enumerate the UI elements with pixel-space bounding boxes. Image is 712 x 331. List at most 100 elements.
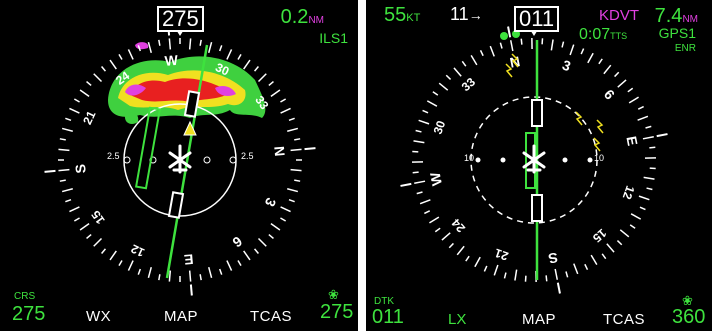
dtk-label: DTK <box>374 296 394 307</box>
compass-tick <box>483 265 488 272</box>
compass-tick <box>65 198 72 203</box>
compass-tick <box>453 67 462 77</box>
aircraft-symbol <box>168 144 192 174</box>
compass-tick <box>424 210 431 215</box>
compass-tick <box>550 39 554 51</box>
waypoint-id: KDVT <box>599 7 640 24</box>
compass-tick <box>218 268 223 275</box>
range-ring-label: 10 <box>464 153 475 163</box>
compass-tick <box>503 272 507 279</box>
compass-tick <box>288 198 295 203</box>
right-hsi-panel: N 3 6 E 12 15 S 21 24 W 30 33 <box>366 0 712 331</box>
cardinal-tick <box>556 282 561 294</box>
compass-tick <box>619 229 630 238</box>
compass-tick <box>580 48 585 55</box>
compass-tick <box>109 59 117 70</box>
softkey-lx[interactable]: LX <box>448 311 467 328</box>
cardinal-tick <box>304 147 316 151</box>
compass-tick <box>188 38 192 50</box>
compass-tick <box>637 115 649 121</box>
compass-tick <box>499 42 503 49</box>
nav-source-label: ILS1 <box>319 30 348 46</box>
weather-radar-returns <box>108 42 266 124</box>
symbol-icon: ❀ <box>328 287 339 302</box>
compass-tick <box>514 269 518 281</box>
softkey-tcas[interactable]: TCAS <box>603 311 646 328</box>
compass-tick <box>118 260 123 267</box>
compass-tick <box>109 250 117 261</box>
compass-tick <box>520 38 523 45</box>
compass-tick <box>208 41 213 53</box>
compass-tick <box>280 217 287 222</box>
compass-tick <box>461 60 467 67</box>
compass-tick <box>137 268 142 275</box>
compass-tick <box>168 270 172 282</box>
crs-label: CRS <box>14 291 36 302</box>
compass-tick <box>59 179 66 182</box>
compass-label: S <box>547 249 559 266</box>
compass-tick <box>253 248 259 254</box>
compass-tick <box>649 146 656 149</box>
compass-label: S <box>72 163 89 174</box>
aircraft-symbol <box>522 144 546 174</box>
softkey-map[interactable]: MAP <box>164 308 199 325</box>
compass-label: 21 <box>80 108 98 126</box>
compass-tick <box>637 105 644 110</box>
compass-tick <box>415 129 422 133</box>
compass-tick <box>448 242 454 249</box>
compass-tick <box>73 217 80 222</box>
compass-tick <box>646 187 653 191</box>
compass-tick <box>429 216 440 224</box>
compass-tick <box>101 248 107 254</box>
compass-tick <box>270 89 281 97</box>
compass-tick <box>419 199 431 205</box>
compass-tick <box>412 171 419 174</box>
course-deviation-indicator <box>525 40 543 280</box>
compass-tick <box>287 188 299 193</box>
compass-tick <box>268 233 274 239</box>
compass-label: 3 <box>262 195 280 209</box>
compass-tick <box>474 256 481 268</box>
compass-tick <box>86 233 92 239</box>
compass-tick <box>137 45 142 52</box>
compass-tick <box>638 195 650 201</box>
compass-tick <box>617 79 627 88</box>
compass-tick <box>565 271 569 278</box>
compass-label: 6 <box>229 233 245 251</box>
softkey-tcas[interactable]: TCAS <box>250 308 293 325</box>
compass-tick <box>280 98 287 103</box>
compass-tick <box>432 91 439 96</box>
compass-label: W <box>164 52 179 69</box>
compass-tick <box>465 255 470 262</box>
compass-tick <box>147 267 152 279</box>
compass-tick <box>237 53 242 60</box>
compass-tick <box>590 254 598 265</box>
course-deviation-indicator <box>134 44 209 279</box>
compass-tick <box>493 264 499 276</box>
dtk-value: 011 <box>372 306 404 328</box>
cardinal-tick <box>189 284 193 296</box>
compass-tick <box>268 81 274 87</box>
compass-label: N <box>271 146 288 157</box>
softkey-map[interactable]: MAP <box>522 311 557 328</box>
range-ring-label: 10 <box>594 153 605 163</box>
nav-source-label: GPS1 <box>658 25 696 41</box>
compass-label: E <box>183 251 194 268</box>
compass-label: 30 <box>213 60 231 78</box>
compass-tick <box>127 49 134 60</box>
bottom-right-value: 360 <box>672 306 706 328</box>
bottom-right-value: 275 <box>320 301 354 323</box>
compass-tick <box>441 232 451 241</box>
range-ring-label: 2.5 <box>107 151 120 161</box>
compass-tick <box>59 138 66 141</box>
compass-tick <box>294 179 301 182</box>
compass-tick <box>438 82 449 91</box>
compass-tick <box>243 250 251 261</box>
compass-tick <box>61 188 73 193</box>
compass-tick <box>61 127 73 132</box>
compass-tick <box>79 223 90 231</box>
compass-tick <box>445 74 452 80</box>
compass-tick <box>416 191 423 195</box>
softkey-wx[interactable]: WX <box>86 308 112 325</box>
